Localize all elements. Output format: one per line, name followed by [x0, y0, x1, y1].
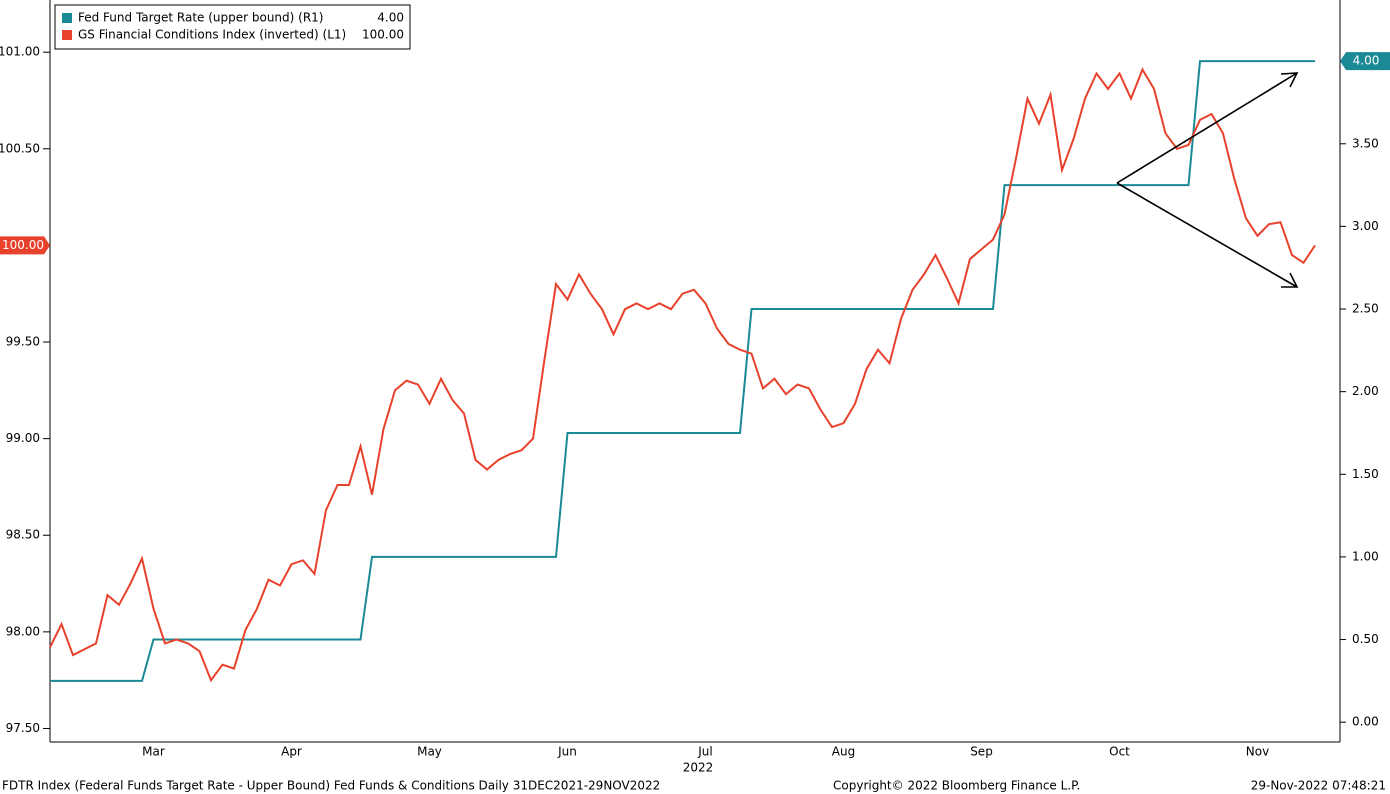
x-tick-label: Jun	[557, 745, 577, 759]
arrow-head	[1280, 72, 1299, 88]
footer-right: 29-Nov-2022 07:48:21	[1251, 779, 1386, 793]
y-tick-label: 99.00	[6, 431, 40, 445]
value-tag	[1340, 52, 1390, 71]
annotation-arrows	[1116, 72, 1299, 288]
legend-label: GS Financial Conditions Index (inverted)…	[78, 28, 346, 42]
y-tick-label: 100.50	[0, 141, 40, 155]
y-tick-label: 98.00	[6, 624, 40, 638]
legend	[54, 4, 411, 50]
y2-tick-label: 3.00	[1352, 219, 1379, 233]
arrow-up	[1116, 72, 1298, 184]
value-tag	[0, 236, 50, 255]
y-tick-label: 101.00	[0, 45, 40, 59]
x-tick-label: Jul	[697, 745, 712, 759]
x-tick-label: Sep	[970, 745, 993, 759]
y-tick-label: 99.50	[6, 335, 40, 349]
y2-tick-label: 2.50	[1352, 302, 1379, 316]
value-tag-label: 4.00	[1353, 54, 1380, 68]
x-tick-label: Mar	[142, 745, 165, 759]
plot	[49, 60, 1316, 683]
series-line	[50, 60, 1315, 682]
y2-tick-label: 0.50	[1352, 632, 1379, 646]
footer-center: Copyright© 2022 Bloomberg Finance L.P.	[833, 779, 1080, 793]
y2-tick-label: 2.00	[1352, 384, 1379, 398]
x-axis-label: 2022	[683, 761, 714, 775]
x-tick-label: Aug	[832, 745, 855, 759]
x-tick-label: May	[417, 745, 442, 759]
y2-tick-label: 3.50	[1352, 136, 1379, 150]
y2-tick-label: 1.00	[1352, 549, 1379, 563]
x-tick-label: Oct	[1109, 745, 1130, 759]
y-tick-label: 97.50	[6, 721, 40, 735]
legend-swatch	[62, 13, 72, 23]
legend-label: Fed Fund Target Rate (upper bound) (R1)	[78, 11, 324, 25]
y2-tick-label: 0.00	[1352, 715, 1379, 729]
x-tick-label: Nov	[1246, 745, 1269, 759]
legend-swatch	[62, 30, 72, 40]
value-tag-label: 100.00	[2, 238, 44, 252]
legend-value: 4.00	[377, 11, 404, 25]
arrow-down	[1116, 182, 1298, 288]
y2-tick-label: 1.50	[1352, 467, 1379, 481]
y-tick-label: 98.50	[6, 528, 40, 542]
arrow-head	[1281, 272, 1299, 288]
series-line	[49, 67, 1316, 683]
x-tick-label: Apr	[281, 745, 302, 759]
legend-value: 100.00	[362, 28, 404, 42]
footer-left: FDTR Index (Federal Funds Target Rate - …	[2, 779, 660, 793]
